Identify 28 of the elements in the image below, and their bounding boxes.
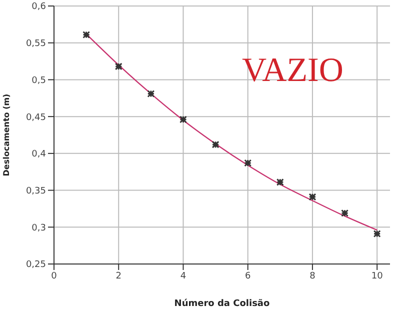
- y-tick-label: 0,6: [32, 2, 46, 12]
- x-tick-label: 8: [310, 271, 316, 282]
- y-tick-label: 0,5: [32, 76, 46, 86]
- line-series: [86, 33, 378, 231]
- point: [114, 62, 122, 70]
- point: [276, 178, 284, 186]
- x-tick-label: 0: [51, 271, 58, 282]
- y-tick-label: 0,35: [26, 186, 46, 196]
- point: [82, 31, 90, 38]
- point: [373, 230, 381, 238]
- y-tick-label: 0,45: [26, 112, 46, 123]
- y-tick-label: 0,4: [32, 150, 46, 160]
- y-tick-label: 0,3: [32, 223, 46, 234]
- point: [212, 140, 220, 148]
- point: [341, 209, 349, 217]
- y-axis-title: Deslocamento (m): [2, 94, 11, 176]
- x-tick-label: 10: [371, 271, 384, 282]
- annotation: VAZIO: [242, 52, 344, 90]
- y-tick-label: 0,55: [26, 39, 46, 50]
- point: [179, 116, 187, 124]
- y-tick-label: 0,25: [26, 260, 46, 270]
- point: [244, 159, 252, 167]
- x-tick-label: 4: [180, 271, 186, 282]
- point: [308, 193, 316, 201]
- x-tick-label: 2: [116, 271, 122, 282]
- x-tick-label: 6: [244, 271, 251, 282]
- point: [147, 90, 155, 98]
- x-axis-title: Número da Colisão: [174, 298, 270, 309]
